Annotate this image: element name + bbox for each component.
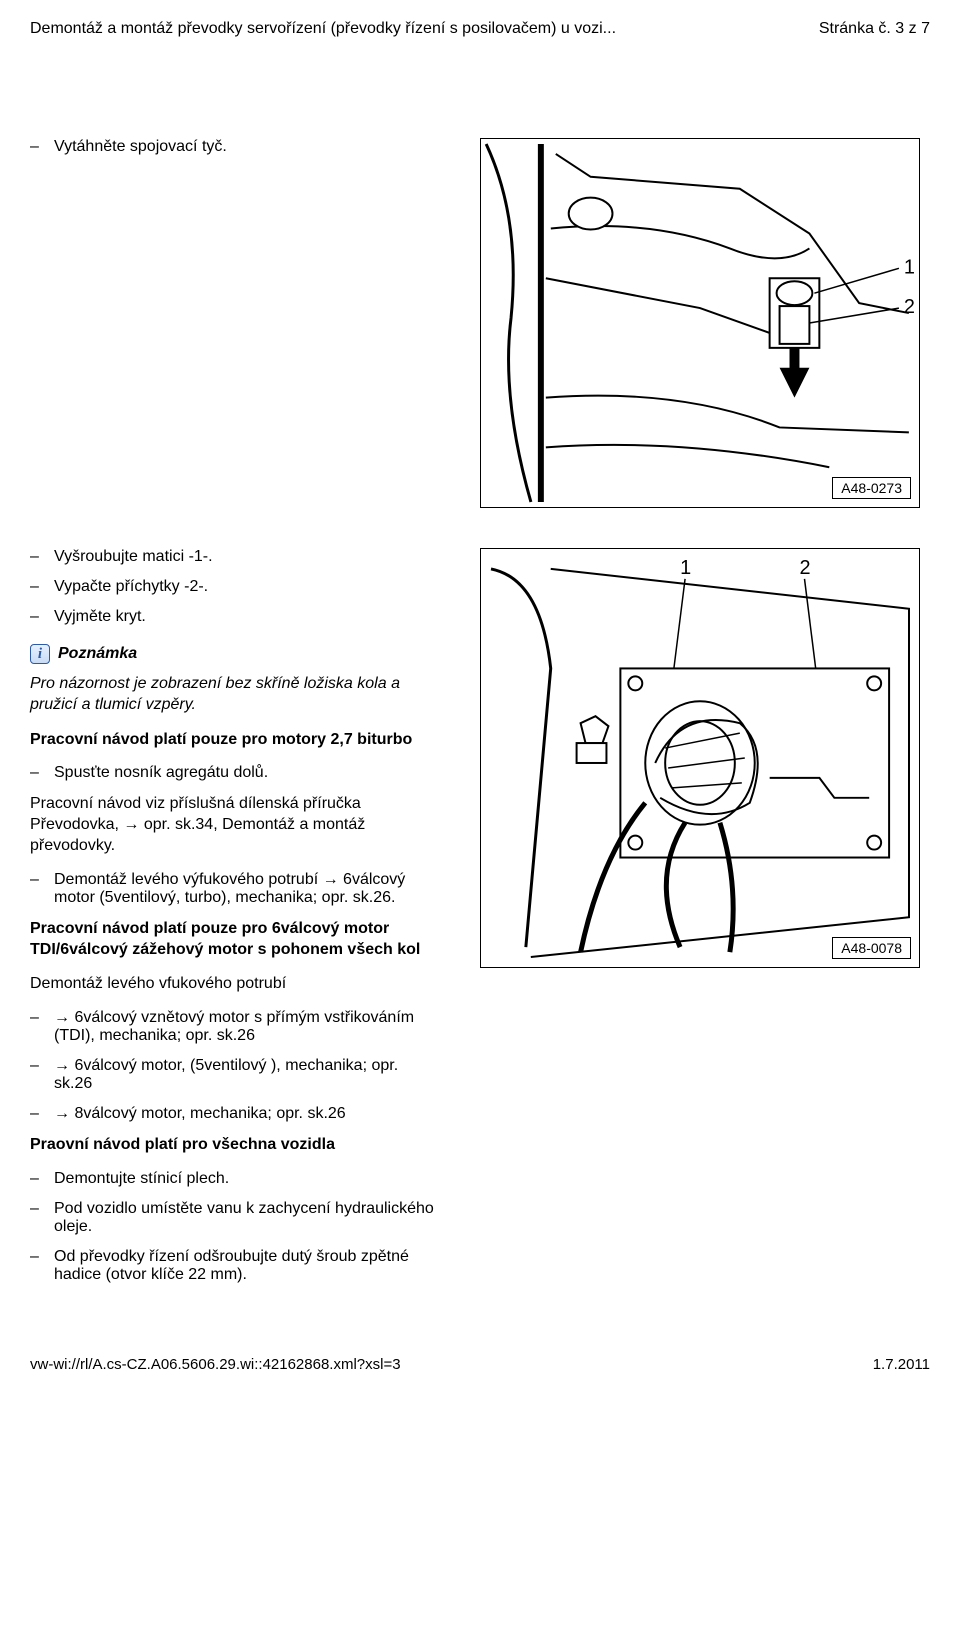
step-item: –Pod vozidlo umístěte vanu k zachycení h… <box>30 1200 440 1236</box>
step-text: Spusťte nosník agregátu dolů. <box>54 764 440 782</box>
step-text: Demontáž levého výfukového potrubí → 6vá… <box>54 871 440 907</box>
bold-heading: Praovní návod platí pro všechna vozidla <box>30 1135 440 1156</box>
step-text: Demontujte stínicí plech. <box>54 1170 440 1188</box>
step-text: Od převodky řízení odšroubujte dutý šrou… <box>54 1248 440 1284</box>
step-text: Pod vozidlo umístěte vanu k zachycení hy… <box>54 1200 440 1236</box>
footer-url: vw-wi://rl/A.cs-CZ.A06.5606.29.wi::42162… <box>30 1356 401 1373</box>
note-text: Pro názornost je zobrazení bez skříně lo… <box>30 674 440 716</box>
step-item: –→ 6válcový motor, (5ventilový ), mechan… <box>30 1057 440 1093</box>
step-item: –Demontáž levého výfukového potrubí → 6v… <box>30 871 440 907</box>
header-title-left: Demontáž a montáž převodky servořízení (… <box>30 20 616 38</box>
figure-1: 1 2 A48-0273 <box>480 138 920 508</box>
step-item: –Demontujte stínicí plech. <box>30 1170 440 1188</box>
step-text: Vypačte příchytky -2-. <box>54 578 440 596</box>
callout-1: 1 <box>904 256 915 278</box>
callout-2: 2 <box>800 557 811 579</box>
step-item: –→ 6válcový vznětový motor s přímým vstř… <box>30 1009 440 1045</box>
note-row: i Poznámka <box>30 644 440 664</box>
bold-heading: Pracovní návod platí pouze pro motory 2,… <box>30 730 440 751</box>
step-text: → 6válcový motor, (5ventilový ), mechani… <box>54 1057 440 1093</box>
figure-1-label: A48-0273 <box>832 477 911 499</box>
page-header: Demontáž a montáž převodky servořízení (… <box>30 20 930 38</box>
figure-1-svg: 1 2 <box>481 139 919 507</box>
step-item: –Od převodky řízení odšroubujte dutý šro… <box>30 1248 440 1284</box>
section-2: –Vyšroubujte matici -1-. –Vypačte příchy… <box>30 548 930 1296</box>
step-text: Vytáhněte spojovací tyč. <box>54 138 440 156</box>
step-text: → 6válcový vznětový motor s přímým vstři… <box>54 1009 440 1045</box>
paragraph: Pracovní návod viz příslušná dílenská př… <box>30 794 440 856</box>
step-text: Vyšroubujte matici -1-. <box>54 548 440 566</box>
step-item: –→ 8válcový motor, mechanika; opr. sk.26 <box>30 1105 440 1123</box>
dash: – <box>30 138 44 156</box>
figure-2-svg: 1 2 <box>481 549 919 967</box>
info-icon: i <box>30 644 50 664</box>
step-item: –Vypačte příchytky -2-. <box>30 578 440 596</box>
footer-date: 1.7.2011 <box>873 1356 930 1373</box>
page-footer: vw-wi://rl/A.cs-CZ.A06.5606.29.wi::42162… <box>30 1356 930 1373</box>
step-item: –Spusťte nosník agregátu dolů. <box>30 764 440 782</box>
step-text: → 8válcový motor, mechanika; opr. sk.26 <box>54 1105 440 1123</box>
section-1: – Vytáhněte spojovací tyč. 1 <box>30 138 930 508</box>
note-label: Poznámka <box>58 645 137 663</box>
figure-2: 1 2 <box>480 548 920 968</box>
callout-1: 1 <box>680 557 691 579</box>
figure-2-label: A48-0078 <box>832 937 911 959</box>
callout-2: 2 <box>904 296 915 318</box>
step-text: Vyjměte kryt. <box>54 608 440 626</box>
paragraph: Demontáž levého vfukového potrubí <box>30 974 440 995</box>
bold-heading: Pracovní návod platí pouze pro 6válcový … <box>30 919 440 961</box>
step-item: – Vytáhněte spojovací tyč. <box>30 138 440 156</box>
step-item: –Vyjměte kryt. <box>30 608 440 626</box>
header-page-number: Stránka č. 3 z 7 <box>819 20 930 38</box>
step-item: –Vyšroubujte matici -1-. <box>30 548 440 566</box>
